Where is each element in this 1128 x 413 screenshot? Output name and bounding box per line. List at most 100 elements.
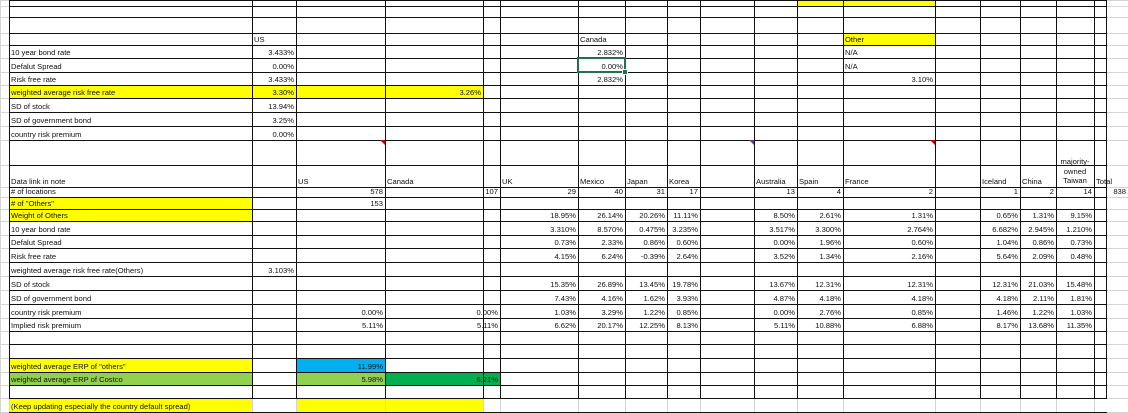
- label-highlight-fill[interactable]: [9, 209, 252, 221]
- top-cell[interactable]: 14.85%: [625, 0, 667, 2]
- us-crp[interactable]: 0.00%: [361, 307, 383, 317]
- row-label[interactable]: Implied risk premium: [11, 320, 82, 330]
- spain-value[interactable]: 2.76%: [819, 307, 841, 317]
- erp-costco-us-fill[interactable]: [296, 372, 385, 385]
- canada-value[interactable]: 0.00%: [601, 61, 623, 71]
- row-label[interactable]: [9, 385, 252, 398]
- country-header[interactable]: Iceland: [982, 176, 1007, 186]
- spain-value[interactable]: 3.300%: [815, 224, 841, 234]
- weighted-rf-total[interactable]: 3.26%: [459, 87, 481, 97]
- country-header[interactable]: China: [1022, 176, 1042, 186]
- spain-value[interactable]: 2.61%: [819, 210, 841, 220]
- label-highlight-fill[interactable]: [9, 197, 252, 209]
- australia-value[interactable]: 0.00%: [773, 237, 795, 247]
- row-label[interactable]: 10 year bond rate: [11, 224, 71, 234]
- country-header[interactable]: US: [298, 176, 309, 186]
- uk-value[interactable]: 18.95%: [550, 210, 576, 220]
- erp-others[interactable]: 11.99%: [357, 361, 383, 371]
- erp-costco-us[interactable]: 5.98%: [361, 374, 383, 384]
- korea-value[interactable]: 19.78%: [672, 279, 698, 289]
- france-value[interactable]: 2.764%: [907, 224, 933, 234]
- country-header[interactable]: Spain: [799, 176, 819, 186]
- uk-value[interactable]: 6.62%: [554, 320, 576, 330]
- spain-value[interactable]: 1.96%: [819, 237, 841, 247]
- row-label[interactable]: Weight of Others: [11, 210, 68, 220]
- taiwan-value[interactable]: 1.210%: [1066, 224, 1092, 234]
- japan-value[interactable]: 12.25%: [639, 320, 665, 330]
- us-irp[interactable]: 5.11%: [362, 320, 383, 330]
- country-header[interactable]: Korea: [669, 176, 690, 186]
- top-cell[interactable]: 13.50%: [797, 0, 843, 2]
- row-label[interactable]: Risk free rate: [11, 74, 57, 84]
- country-header[interactable]: Australia: [756, 176, 786, 186]
- country-header[interactable]: France: [845, 176, 869, 186]
- china-value[interactable]: 0.86%: [1032, 237, 1054, 247]
- row-label[interactable]: SD of stock: [11, 101, 50, 111]
- top-cell[interactable]: 11.00%: [754, 0, 797, 2]
- iceland-value[interactable]: 6.682%: [992, 224, 1018, 234]
- japan-value[interactable]: 13.45%: [639, 279, 665, 289]
- taiwan-value[interactable]: 1.03%: [1070, 307, 1092, 317]
- country-header[interactable]: UK: [502, 176, 513, 186]
- japan-value[interactable]: 20.26%: [639, 210, 665, 220]
- china-value[interactable]: 2.09%: [1032, 251, 1054, 261]
- iceland-value[interactable]: 5.64%: [996, 251, 1018, 261]
- canada-value[interactable]: 2.832%: [597, 74, 623, 84]
- korea-value[interactable]: 3.235%: [672, 224, 698, 234]
- canada-crp[interactable]: 0.00%: [476, 307, 498, 317]
- country-header[interactable]: Japan: [627, 176, 648, 186]
- top-cell[interactable]: 4.13%: [252, 0, 296, 2]
- china-value[interactable]: 1.31%: [1032, 210, 1054, 220]
- top-cell[interactable]: 10.00%: [472, 0, 500, 2]
- iceland-value[interactable]: 1.46%: [996, 307, 1018, 317]
- china-value[interactable]: 2.945%: [1028, 224, 1054, 234]
- top-cell[interactable]: Mexico: [9, 0, 252, 2]
- korea-value[interactable]: 8.13%: [676, 320, 698, 330]
- label-highlight-fill[interactable]: [9, 85, 252, 98]
- other-header-fill[interactable]: [843, 33, 935, 45]
- australia-value[interactable]: 3.52%: [773, 251, 795, 261]
- iceland-value[interactable]: 4.18%: [996, 293, 1018, 303]
- row-label[interactable]: Defalut Spread: [11, 61, 62, 71]
- mexico-value[interactable]: 6.24%: [601, 251, 623, 261]
- spain-value[interactable]: 4.18%: [819, 293, 841, 303]
- row-label[interactable]: weighted average risk free rate(Others): [11, 265, 144, 275]
- row-label[interactable]: 10 year bond rate: [11, 47, 71, 57]
- row-label[interactable]: Data link in note: [11, 176, 66, 186]
- label-highlight-fill[interactable]: [9, 398, 252, 412]
- locations-value[interactable]: 13: [786, 186, 795, 196]
- other-value[interactable]: N/A: [845, 61, 858, 71]
- weighted-rf-others[interactable]: 3.103%: [268, 265, 294, 275]
- us-value[interactable]: 3.433%: [268, 74, 294, 84]
- taiwan-value[interactable]: 15.48%: [1066, 279, 1092, 289]
- australia-value[interactable]: 8.50%: [773, 210, 795, 220]
- taiwan-value[interactable]: 1.81%: [1070, 293, 1092, 303]
- korea-value[interactable]: 0.85%: [676, 307, 698, 317]
- locations-value[interactable]: 29: [567, 186, 576, 196]
- taiwan-value[interactable]: 0.48%: [1070, 251, 1092, 261]
- japan-value[interactable]: 1.62%: [643, 293, 665, 303]
- iceland-value[interactable]: 1.04%: [996, 237, 1018, 247]
- row-label[interactable]: (Keep updating especially the country de…: [11, 401, 191, 411]
- other-value[interactable]: N/A: [845, 47, 858, 57]
- us-value[interactable]: 0.00%: [272, 129, 294, 139]
- row-label[interactable]: country risk premium: [11, 307, 82, 317]
- korea-value[interactable]: 11.11%: [673, 210, 698, 220]
- erp-costco-total[interactable]: 6.21%: [476, 374, 498, 384]
- label-highlight-fill[interactable]: [9, 372, 252, 385]
- header-canada[interactable]: Canada: [580, 34, 607, 44]
- locations-value[interactable]: 2: [928, 186, 933, 196]
- row-label[interactable]: SD of government bond: [11, 293, 92, 303]
- locations-value[interactable]: 14: [1083, 186, 1092, 196]
- label-highlight-fill[interactable]: [9, 358, 252, 372]
- us-value[interactable]: 0.00%: [272, 61, 294, 71]
- uk-value[interactable]: 7.43%: [554, 293, 576, 303]
- country-header[interactable]: Total: [1096, 176, 1113, 186]
- header-us[interactable]: US: [254, 34, 265, 44]
- korea-value[interactable]: 0.60%: [676, 237, 698, 247]
- row-label[interactable]: country risk premium: [11, 129, 82, 139]
- top-cell[interactable]: 16.75%: [700, 0, 754, 2]
- row-label[interactable]: weighted average ERP of "others": [11, 361, 126, 371]
- iceland-value[interactable]: 0.65%: [996, 210, 1018, 220]
- erp-costco-total-fill[interactable]: [385, 372, 500, 385]
